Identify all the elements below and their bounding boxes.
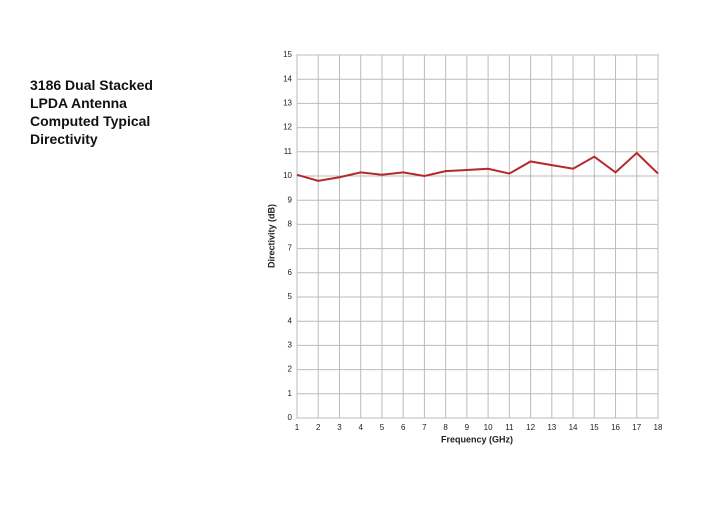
- x-tick-label: 6: [401, 423, 406, 432]
- y-tick-label: 6: [288, 268, 293, 277]
- y-tick-label: 4: [288, 316, 293, 325]
- x-tick-label: 14: [569, 423, 578, 432]
- x-tick-label: 15: [590, 423, 599, 432]
- x-tick-label: 17: [632, 423, 641, 432]
- y-tick-label: 14: [283, 74, 292, 83]
- y-tick-label: 11: [284, 147, 293, 156]
- x-tick-label: 9: [465, 423, 470, 432]
- y-tick-label: 8: [288, 220, 293, 229]
- x-tick-label: 1: [295, 423, 300, 432]
- y-tick-label: 12: [283, 123, 292, 132]
- y-tick-label: 2: [288, 365, 293, 374]
- y-tick-label: 5: [288, 292, 293, 301]
- x-tick-label: 16: [611, 423, 620, 432]
- y-axis-label: Directivity (dB): [266, 204, 276, 268]
- x-axis-label: Frequency (GHz): [441, 434, 513, 444]
- y-tick-label: 7: [288, 244, 293, 253]
- x-tick-label: 13: [547, 423, 556, 432]
- chart-title: LPDA Antenna: [30, 95, 127, 111]
- y-tick-label: 1: [288, 389, 293, 398]
- chart-title: 3186 Dual Stacked: [30, 77, 153, 93]
- x-tick-label: 12: [526, 423, 535, 432]
- x-tick-label: 4: [358, 423, 363, 432]
- x-tick-label: 7: [422, 423, 427, 432]
- x-tick-label: 8: [443, 423, 448, 432]
- chart-title: Computed Typical: [30, 113, 150, 129]
- y-tick-label: 13: [283, 99, 292, 108]
- plot-area: [296, 54, 659, 419]
- x-tick-label: 10: [484, 423, 493, 432]
- y-tick-label: 3: [288, 341, 293, 350]
- data-line: [296, 151, 659, 182]
- x-tick-label: 18: [654, 423, 663, 432]
- y-tick-label: 0: [288, 413, 293, 422]
- x-tick-label: 11: [505, 423, 514, 432]
- y-tick-label: 9: [288, 195, 293, 204]
- y-tick-label: 10: [283, 171, 292, 180]
- x-tick-label: 2: [316, 423, 321, 432]
- x-tick-label: 3: [337, 423, 342, 432]
- x-tick-label: 5: [380, 423, 385, 432]
- y-tick-label: 15: [283, 50, 292, 59]
- chart-title: Directivity: [30, 131, 98, 147]
